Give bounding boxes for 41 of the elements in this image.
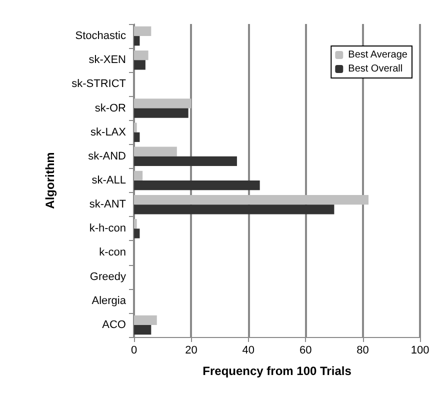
bar — [134, 132, 140, 142]
x-axis-title: Frequency from 100 Trials — [202, 364, 352, 378]
legend-label: Best Average — [348, 50, 408, 60]
x-tick-label: 100 — [410, 344, 430, 356]
bar — [134, 50, 148, 60]
bar — [134, 228, 140, 238]
bar — [134, 204, 334, 214]
x-tick-label: 60 — [299, 344, 312, 356]
x-tick-label: 40 — [242, 344, 255, 356]
y-tick-label: Alergia — [92, 294, 127, 307]
y-tick-label: Stochastic — [75, 30, 126, 42]
y-tick-label: sk-OR — [94, 102, 126, 114]
x-tick-label: 20 — [185, 344, 198, 356]
bar — [134, 98, 192, 108]
bar — [134, 194, 369, 205]
legend-label: Best Overall — [348, 64, 403, 74]
bar — [134, 180, 260, 190]
bar — [134, 146, 177, 156]
bar — [134, 108, 188, 118]
y-tick-label: k-h-con — [89, 222, 126, 235]
bar — [134, 156, 237, 166]
bar — [134, 219, 137, 229]
bar — [134, 170, 143, 180]
y-tick-label: Greedy — [90, 270, 126, 283]
y-axis-title: Algorithm — [43, 152, 57, 209]
y-tick-label: sk-XEN — [88, 54, 126, 66]
y-tick-label: sk-ANT — [89, 198, 126, 211]
bar — [134, 26, 152, 36]
bar — [134, 122, 137, 132]
y-tick-label: ACO — [102, 318, 126, 331]
y-tick-label: k-con — [99, 246, 126, 259]
y-tick-label: sk-LAX — [90, 126, 127, 138]
bar — [134, 60, 146, 70]
bar — [134, 36, 140, 46]
x-tick-label: 0 — [130, 344, 138, 356]
y-tick-label: sk-AND — [88, 150, 126, 162]
y-tick-label: sk-STRICT — [72, 78, 126, 90]
bar — [134, 324, 152, 335]
x-tick-label: 80 — [356, 344, 369, 356]
y-tick-label: sk-ALL — [92, 174, 126, 186]
bar — [134, 315, 157, 325]
